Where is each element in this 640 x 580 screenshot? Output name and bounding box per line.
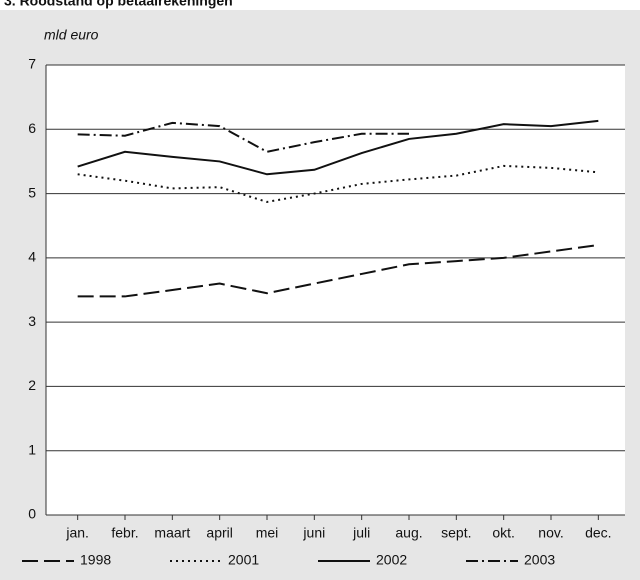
- x-tick-label: juni: [302, 525, 325, 541]
- x-tick-label: febr.: [111, 525, 138, 541]
- y-tick-label: 2: [28, 377, 36, 393]
- x-tick-label: dec.: [585, 525, 611, 541]
- series-line: [77, 119, 599, 176]
- legend-label: 2001: [228, 552, 259, 568]
- y-tick-label: 5: [28, 184, 36, 200]
- legend-label: 2003: [524, 552, 555, 568]
- x-tick-label: sept.: [441, 525, 471, 541]
- series-line: [77, 164, 599, 203]
- y-tick-label: 6: [28, 120, 36, 136]
- y-tick-label: 4: [28, 249, 36, 265]
- y-tick-label: 0: [28, 506, 36, 522]
- x-tick-label: nov.: [538, 525, 563, 541]
- x-tick-label: okt.: [492, 525, 515, 541]
- x-tick-label: mei: [256, 525, 279, 541]
- x-tick-label: maart: [154, 525, 190, 541]
- legend-label: 2002: [376, 552, 407, 568]
- y-tick-label: 7: [28, 56, 36, 72]
- y-tick-label: 3: [28, 313, 36, 329]
- y-tick-label: 1: [28, 441, 36, 457]
- chart-title: 3. Roodstand op betaalrekeningen: [4, 0, 233, 9]
- plot-area: [46, 65, 625, 515]
- legend-label: 1998: [80, 552, 111, 568]
- x-tick-label: april: [206, 525, 232, 541]
- y-axis-label: mld euro: [44, 27, 99, 43]
- x-tick-label: aug.: [395, 525, 422, 541]
- x-tick-label: jan.: [65, 525, 89, 541]
- series-line: [77, 121, 409, 153]
- x-tick-label: juli: [352, 525, 370, 541]
